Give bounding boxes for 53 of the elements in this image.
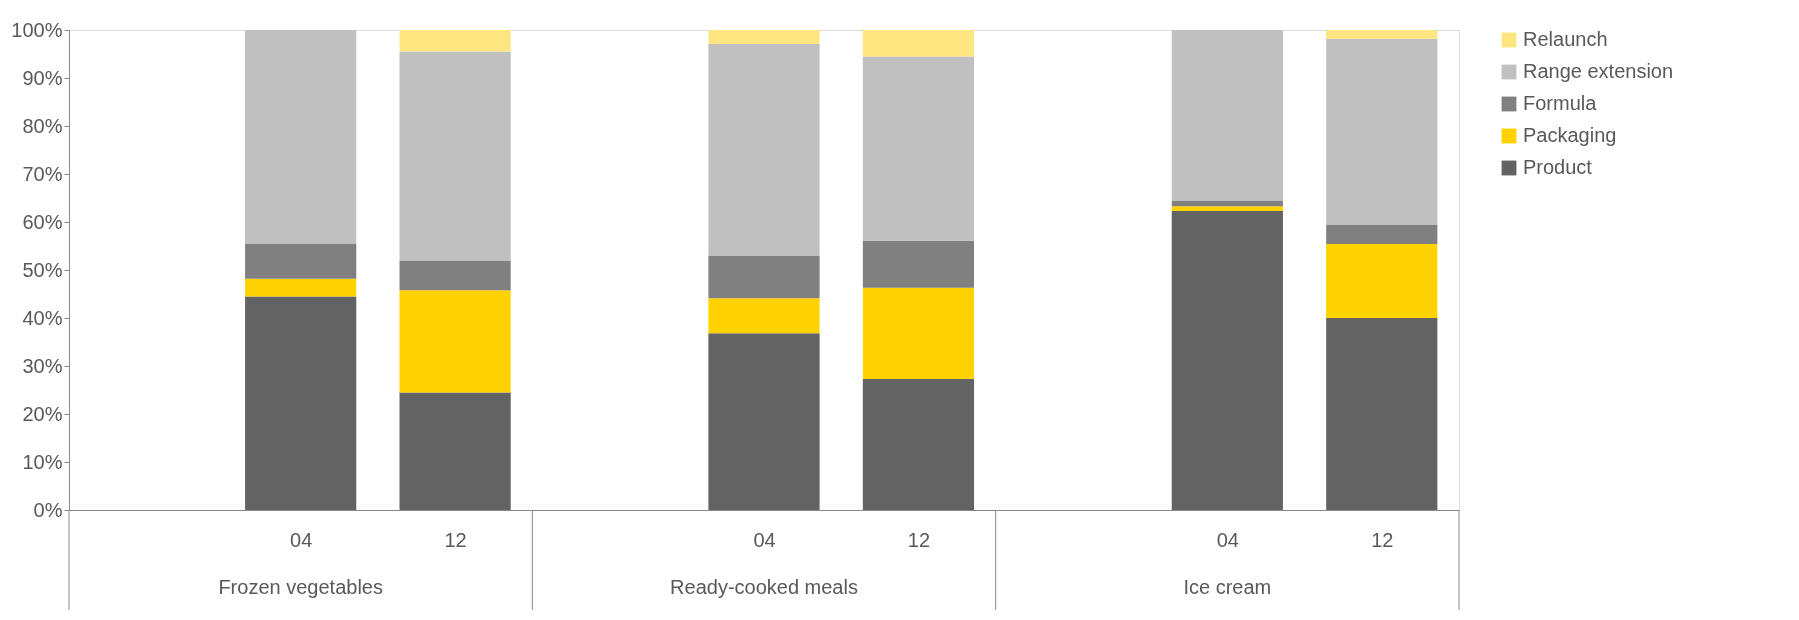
bar <box>399 260 511 291</box>
bar <box>245 296 357 510</box>
y-tick-label: 90% <box>22 66 63 89</box>
bar <box>708 30 820 44</box>
y-tick-label: 30% <box>22 354 63 377</box>
bar <box>245 278 357 297</box>
legend-label: Packaging <box>1523 124 1617 146</box>
bar <box>399 392 511 510</box>
text: Ready-cooked meals <box>670 576 858 598</box>
legend-label: Product <box>1523 156 1593 178</box>
legend-label: Relaunch <box>1523 28 1608 50</box>
bar <box>862 378 975 510</box>
bar <box>1326 30 1438 39</box>
bar <box>399 290 511 393</box>
x-tick-label: 12 <box>907 528 931 551</box>
bar <box>1326 244 1438 318</box>
bar <box>708 255 820 299</box>
bar <box>1326 224 1438 245</box>
bar <box>708 43 820 256</box>
bar <box>245 243 357 279</box>
x-tick-label: 04 <box>753 528 776 551</box>
bar <box>399 30 511 52</box>
text: Frozen vegetables <box>218 576 383 598</box>
y-tick-label: 20% <box>22 402 63 425</box>
bar <box>708 298 820 334</box>
bar <box>862 56 975 241</box>
bar <box>245 30 357 244</box>
y-tick-label: 10% <box>22 450 63 473</box>
bar <box>862 240 975 288</box>
y-tick-label: 0% <box>33 498 63 521</box>
x-tick-label: 12 <box>444 528 467 551</box>
bar <box>862 287 975 379</box>
bar <box>1326 38 1438 225</box>
bar <box>1171 210 1283 510</box>
y-tick-label: 100% <box>11 18 63 41</box>
bar <box>862 30 975 57</box>
legend-label: Formula <box>1523 92 1598 114</box>
bar <box>708 333 820 510</box>
bar <box>1171 200 1283 207</box>
y-tick-label: 70% <box>22 162 63 185</box>
y-tick-label: 80% <box>22 114 63 137</box>
bar <box>399 51 511 261</box>
x-tick-label: 04 <box>1216 528 1239 551</box>
text: Ice cream <box>1183 576 1272 598</box>
x-tick-label: 04 <box>290 528 313 551</box>
y-tick-label: 60% <box>22 210 63 233</box>
y-tick-label: 50% <box>22 258 63 281</box>
bar <box>1171 206 1283 211</box>
y-tick-label: 40% <box>22 306 63 329</box>
x-tick-label: 12 <box>1371 528 1394 551</box>
legend-label: Range extension <box>1523 60 1674 82</box>
bar <box>1326 318 1438 510</box>
bar <box>1171 30 1283 201</box>
